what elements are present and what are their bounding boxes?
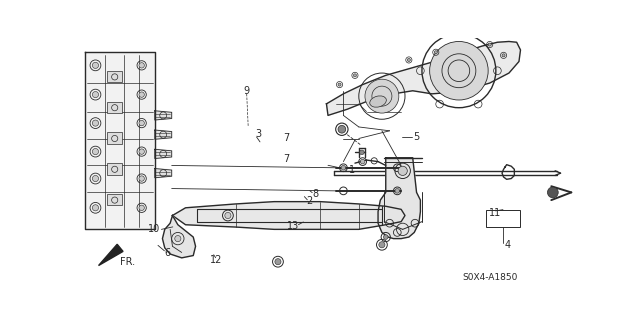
Polygon shape <box>172 202 405 229</box>
Text: 6: 6 <box>164 248 171 258</box>
Circle shape <box>407 59 410 61</box>
Circle shape <box>139 149 145 154</box>
Polygon shape <box>155 169 172 178</box>
Circle shape <box>435 51 437 54</box>
Text: 11: 11 <box>490 208 502 218</box>
Bar <box>486 210 520 227</box>
Circle shape <box>139 205 145 211</box>
Text: 3: 3 <box>255 129 261 139</box>
Circle shape <box>92 148 99 155</box>
Polygon shape <box>378 158 420 239</box>
Circle shape <box>429 42 488 100</box>
Text: 10: 10 <box>148 224 161 234</box>
Circle shape <box>92 205 99 211</box>
Text: 1: 1 <box>349 165 355 175</box>
Circle shape <box>92 120 99 126</box>
Circle shape <box>275 259 281 265</box>
Circle shape <box>139 92 145 97</box>
Circle shape <box>488 43 492 46</box>
Polygon shape <box>326 42 520 116</box>
Bar <box>107 132 122 144</box>
Text: FR.: FR. <box>120 257 136 267</box>
Circle shape <box>92 92 99 98</box>
Polygon shape <box>155 149 172 158</box>
Circle shape <box>547 187 558 198</box>
Polygon shape <box>86 52 155 229</box>
Circle shape <box>379 242 385 248</box>
Circle shape <box>398 166 407 175</box>
Polygon shape <box>155 130 172 139</box>
Text: 13: 13 <box>287 221 300 231</box>
Polygon shape <box>99 244 123 266</box>
Circle shape <box>360 150 364 155</box>
Circle shape <box>338 125 346 133</box>
Circle shape <box>383 235 388 239</box>
Circle shape <box>341 165 346 170</box>
Polygon shape <box>163 215 196 258</box>
Circle shape <box>338 83 341 86</box>
Text: 2: 2 <box>306 196 312 206</box>
Circle shape <box>360 159 365 164</box>
Circle shape <box>92 62 99 68</box>
Circle shape <box>225 212 231 219</box>
Bar <box>107 71 122 82</box>
Text: 12: 12 <box>209 255 222 265</box>
Circle shape <box>139 176 145 181</box>
Polygon shape <box>155 111 172 120</box>
Circle shape <box>139 120 145 126</box>
Text: 9: 9 <box>244 86 250 96</box>
Circle shape <box>175 236 181 242</box>
Circle shape <box>395 188 399 193</box>
Text: S0X4-A1850: S0X4-A1850 <box>462 273 517 282</box>
Circle shape <box>353 74 356 77</box>
Text: 4: 4 <box>505 240 511 250</box>
Text: 7: 7 <box>283 154 289 164</box>
Bar <box>107 163 122 175</box>
Circle shape <box>92 175 99 182</box>
Text: 7: 7 <box>283 133 289 143</box>
Text: 5: 5 <box>413 132 420 142</box>
Bar <box>107 194 122 205</box>
Circle shape <box>365 79 399 113</box>
Bar <box>107 101 122 113</box>
Circle shape <box>139 63 145 68</box>
Circle shape <box>502 54 505 57</box>
Text: 8: 8 <box>312 188 319 199</box>
Ellipse shape <box>370 96 387 107</box>
